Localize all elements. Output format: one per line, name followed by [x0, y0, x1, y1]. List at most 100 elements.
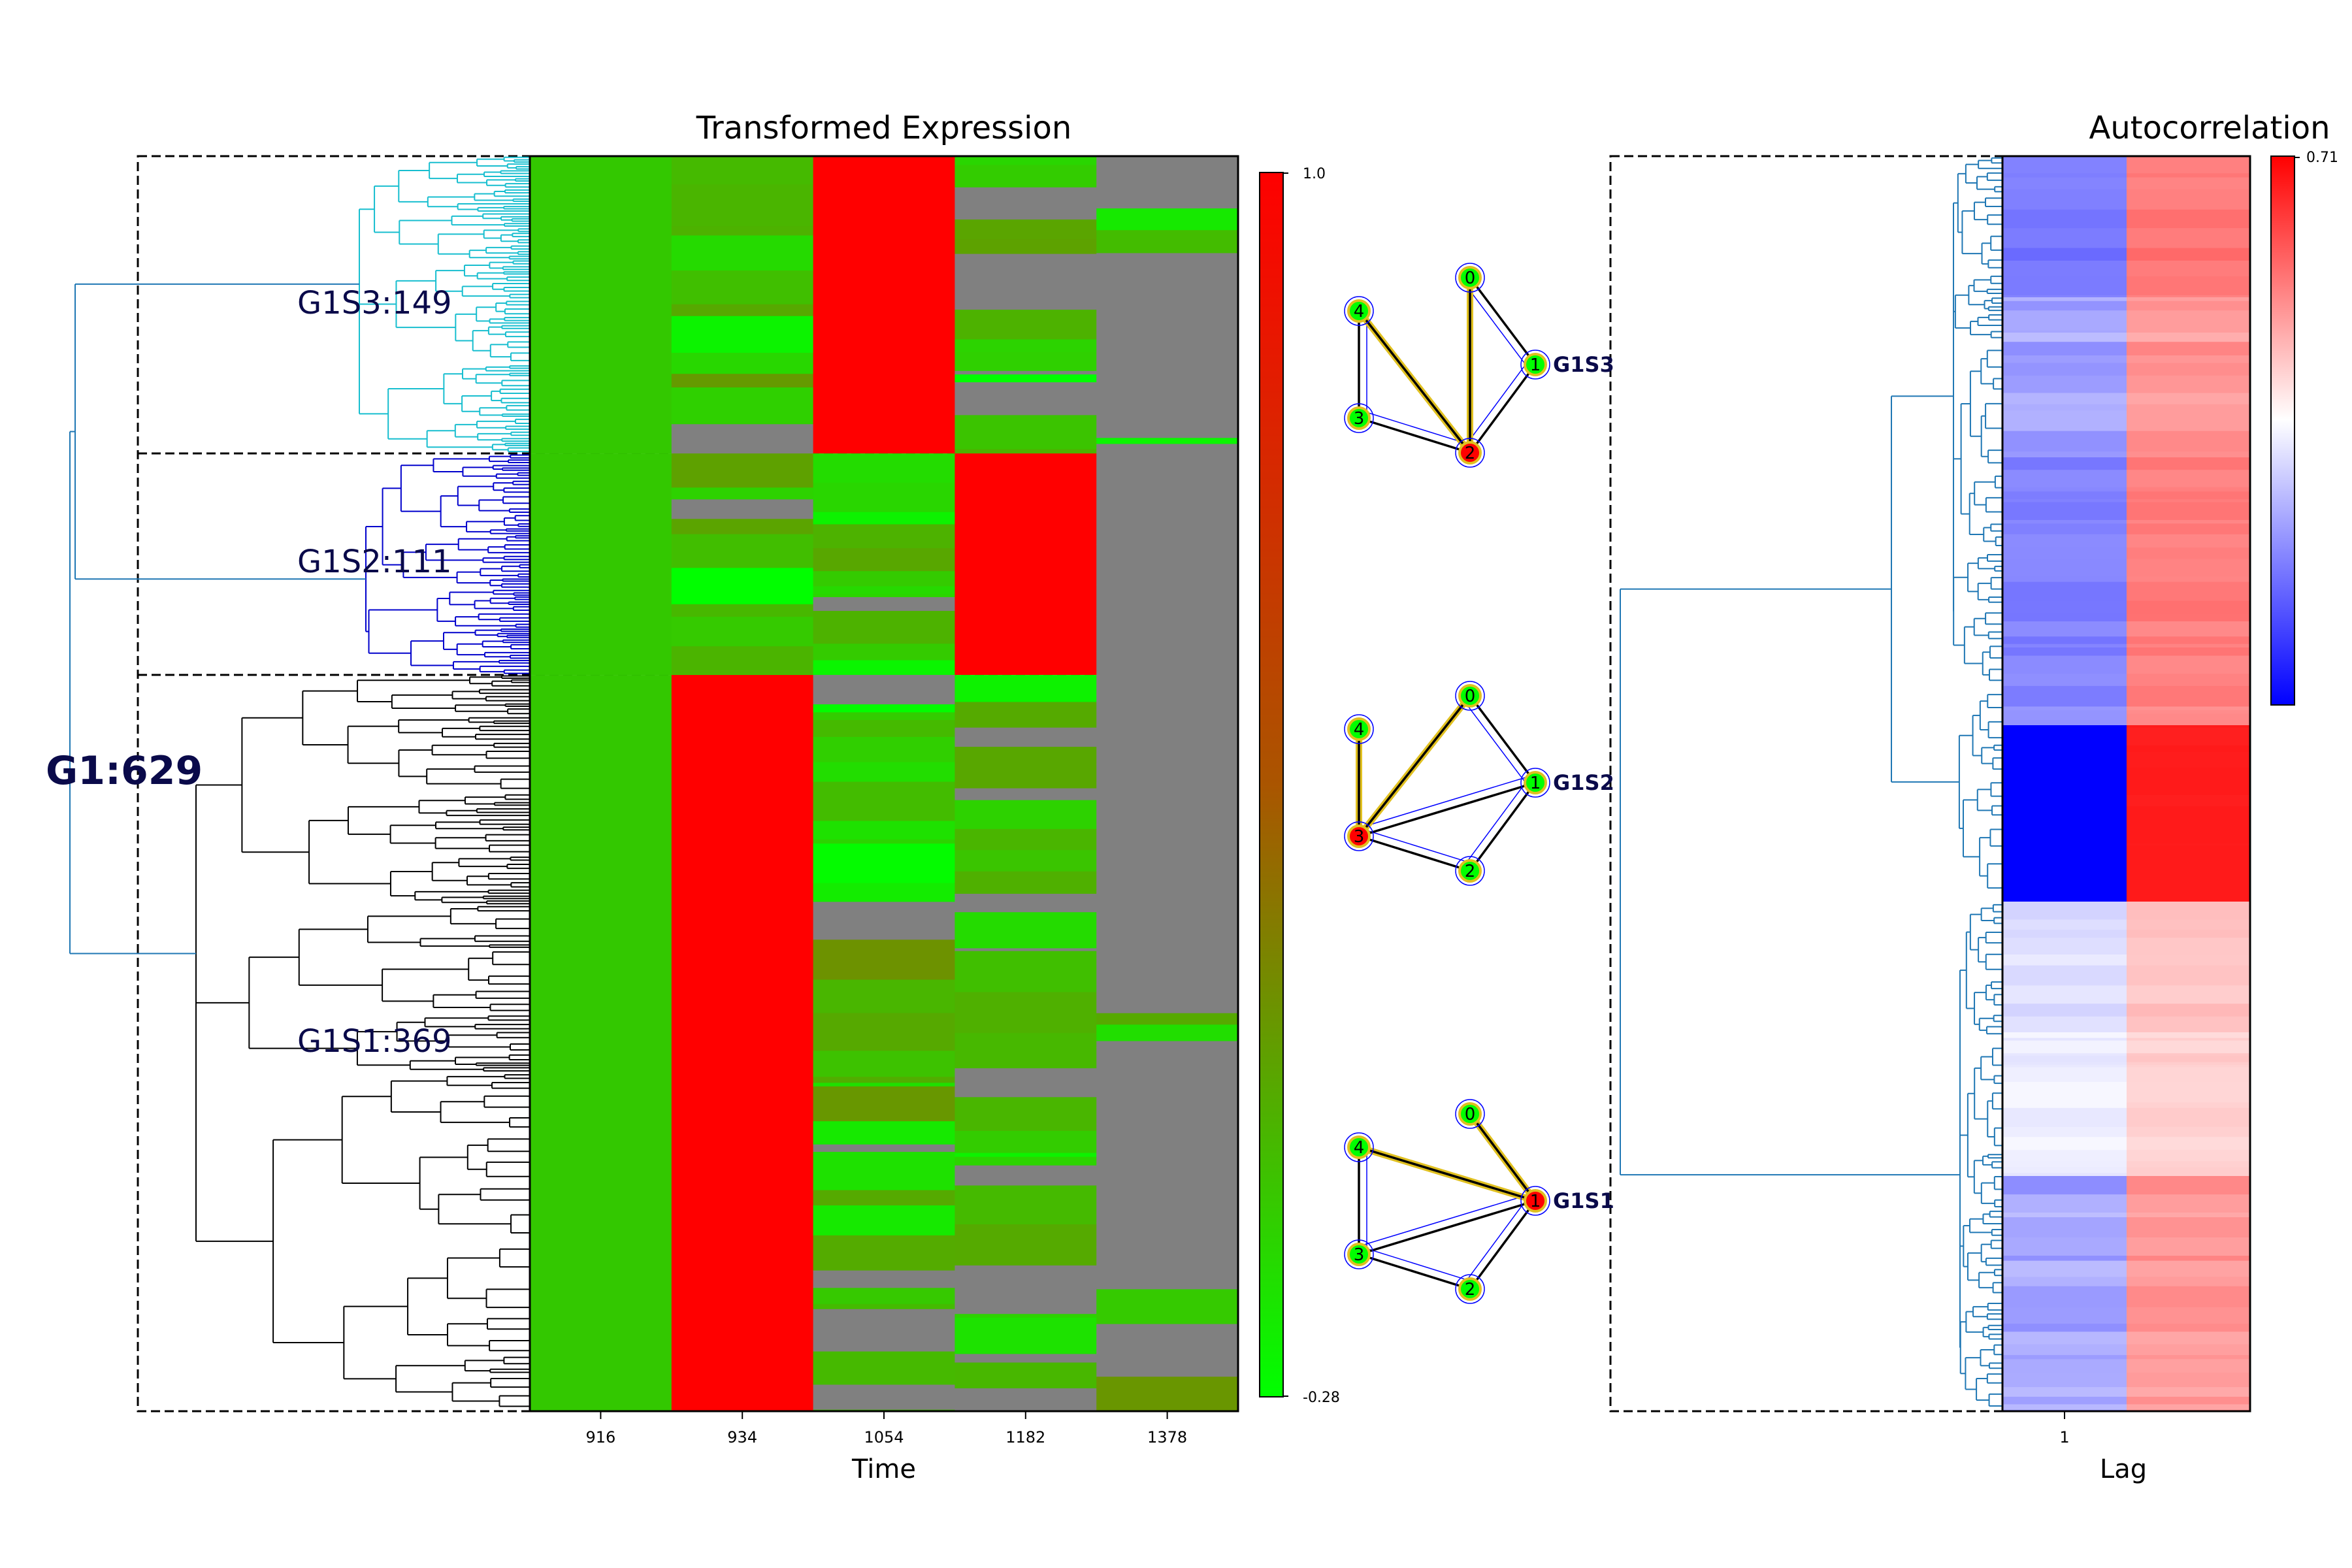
autocorr-cell	[2127, 276, 2250, 296]
autocorr-cell	[2127, 559, 2250, 577]
network-edge	[1469, 276, 1537, 366]
cluster-label-g1s3: G1S3:149	[297, 285, 452, 321]
autocorr-cell	[2127, 1081, 2250, 1103]
heatmap-cell	[813, 1152, 955, 1191]
heatmap-cell	[1096, 953, 1239, 958]
autocorr-cell	[2127, 811, 2250, 826]
network-node	[1524, 771, 1547, 794]
heatmap-cell	[813, 712, 955, 721]
autocorrelation-heatmap	[2002, 156, 2250, 1412]
heatmap-cell	[813, 586, 955, 595]
heatmap-cell	[1096, 384, 1239, 414]
heatmap-cell	[955, 449, 1097, 454]
network-node	[1458, 441, 1482, 465]
heatmap-cell	[1096, 208, 1239, 231]
heatmap-cell	[813, 524, 955, 549]
expression-x-ticks: 916 934 1054 1182 1378	[585, 1411, 1187, 1446]
autocorr-cell	[2127, 1032, 2250, 1039]
expression-xlabel: Time	[851, 1454, 916, 1484]
autocorr-cell	[2002, 375, 2127, 394]
expression-colorbar-max: 1.0	[1303, 166, 1326, 182]
heatmap-cell	[813, 939, 955, 981]
autocorr-cell	[2002, 644, 2127, 648]
autocorr-cell	[2127, 674, 2250, 687]
autocorr-cell	[2002, 965, 2127, 986]
network-node	[1347, 717, 1371, 741]
heatmap-cell	[813, 843, 955, 883]
heatmap-cell	[1096, 1127, 1239, 1165]
network-node	[1524, 1189, 1547, 1213]
heatmap-cell	[1096, 934, 1239, 955]
heatmap-cell	[955, 219, 1097, 240]
autocorr-cell	[2127, 295, 2250, 298]
autocorr-cell	[2002, 795, 2127, 807]
heatmap-cell	[813, 611, 955, 644]
network-node	[1347, 1135, 1371, 1159]
heatmap-cell	[1096, 1341, 1239, 1377]
network-node	[1347, 406, 1371, 430]
heatmap-cell	[813, 453, 955, 483]
autocorr-cell	[2127, 845, 2250, 865]
autocorr-cell	[2127, 1212, 2250, 1218]
network-node-label: 4	[1354, 302, 1365, 321]
heatmap-cell	[813, 1351, 955, 1385]
autocorr-cell	[2127, 843, 2250, 846]
heatmap-cell	[1096, 764, 1239, 783]
autocorr-cell	[2002, 523, 2127, 535]
network-node-label: 4	[1354, 1138, 1365, 1158]
cluster-label-g1s2: G1S2:111	[297, 544, 452, 580]
heatmap-cell	[813, 781, 955, 822]
autocorr-cell	[2002, 811, 2127, 826]
heatmap-cell	[813, 979, 955, 1014]
heatmap-cell	[1096, 532, 1239, 545]
network-g1s1: 0 1 2 3 4 G1S1	[1344, 1099, 1614, 1304]
heatmap-cell	[955, 1130, 1097, 1154]
network-node-label: 3	[1354, 1245, 1365, 1265]
heatmap-cell	[671, 156, 814, 185]
autocorr-cell	[2002, 487, 2127, 492]
autocorr-cell	[2002, 363, 2127, 376]
network-node-label: 1	[1530, 774, 1541, 793]
network-node	[1347, 825, 1371, 848]
network-node-label: 3	[1354, 827, 1365, 847]
autocorr-cell	[2127, 1286, 2250, 1308]
autocorr-cell	[2127, 260, 2250, 277]
autocorr-cell	[2002, 228, 2127, 249]
heatmap-cell	[671, 387, 814, 425]
autocorr-cell	[2002, 685, 2127, 707]
heatmap-cell	[955, 1224, 1097, 1266]
heatmap-cell	[955, 1265, 1097, 1284]
autocorr-cell	[2002, 404, 2127, 411]
heatmap-cell	[1096, 675, 1239, 689]
heatmap-cell	[813, 1086, 955, 1122]
heatmap-cell	[813, 596, 955, 604]
autocorr-cell	[2002, 189, 2127, 210]
heatmap-cell	[813, 839, 955, 844]
autocorr-cell	[2127, 457, 2250, 470]
autocorr-cell	[2002, 843, 2127, 846]
heatmap-cell	[671, 519, 814, 535]
heatmap-cell	[1096, 791, 1239, 821]
heatmap-cell	[955, 1152, 1097, 1158]
autocorr-cell	[2127, 1373, 2250, 1388]
autocorr-cell	[2127, 355, 2250, 364]
autocorr-cell	[2002, 725, 2127, 728]
autocorr-cell	[2127, 600, 2250, 614]
heatmap-cell	[955, 309, 1097, 340]
network-node	[1458, 266, 1482, 289]
autocorr-cell	[2127, 1173, 2250, 1177]
autocorr-cell	[2127, 613, 2250, 622]
autocorr-cell	[2002, 1064, 2127, 1068]
heatmap-cell	[813, 704, 955, 713]
autocorr-cell	[2127, 1344, 2250, 1356]
heatmap-cell	[813, 821, 955, 840]
network-edge	[1469, 1113, 1537, 1202]
heatmap-cell	[1096, 159, 1239, 180]
heatmap-cell	[955, 727, 1097, 747]
autocorr-cell	[2127, 1260, 2250, 1277]
autocorr-cell	[2002, 1324, 2127, 1332]
autocorr-cell	[2002, 1056, 2127, 1063]
heatmap-cell	[955, 747, 1097, 789]
autocorr-cell	[2002, 647, 2127, 657]
